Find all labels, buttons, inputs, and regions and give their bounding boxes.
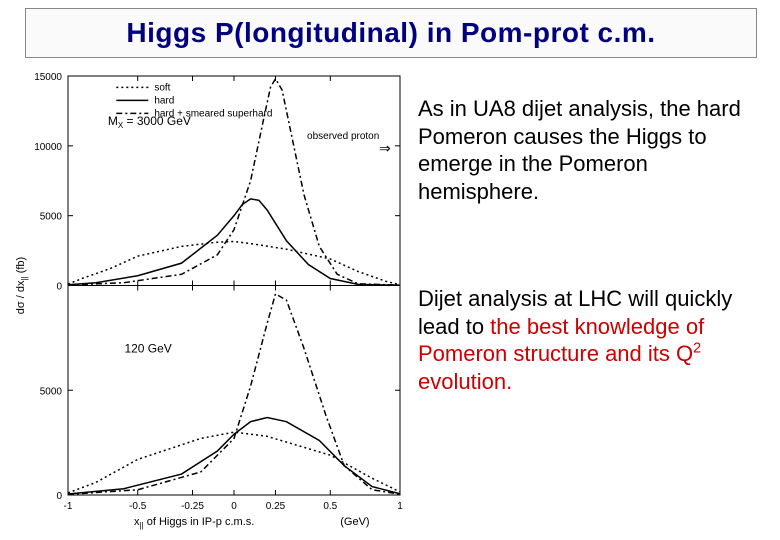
svg-text:-0.5: -0.5 bbox=[129, 501, 147, 512]
svg-text:soft: soft bbox=[154, 82, 170, 93]
svg-text:0: 0 bbox=[231, 501, 237, 512]
svg-text:hard: hard bbox=[154, 95, 174, 106]
page-title: Higgs P(longitudinal) in Pom-prot c.m. bbox=[126, 17, 655, 49]
svg-text:0.25: 0.25 bbox=[266, 501, 286, 512]
paragraph-2: Dijet analysis at LHC will quickly lead … bbox=[418, 285, 770, 395]
svg-text:-0.25: -0.25 bbox=[181, 501, 204, 512]
svg-text:120 GeV: 120 GeV bbox=[124, 342, 171, 356]
svg-text:10000: 10000 bbox=[34, 142, 62, 153]
svg-text:1: 1 bbox=[397, 501, 403, 512]
higgs-chart: 050001000015000MX = 3000 GeV-1-0.5-0.250… bbox=[10, 68, 410, 533]
paragraph-1: As in UA8 dijet analysis, the hard Pomer… bbox=[418, 95, 770, 205]
svg-text:x|| of Higgs in IP-p c.m.s.: x|| of Higgs in IP-p c.m.s. bbox=[134, 516, 254, 530]
svg-text:⇒: ⇒ bbox=[379, 140, 391, 156]
svg-text:5000: 5000 bbox=[40, 386, 63, 397]
svg-text:5000: 5000 bbox=[40, 212, 63, 223]
svg-text:0: 0 bbox=[56, 282, 62, 293]
svg-text:hard + smeared superhard: hard + smeared superhard bbox=[154, 108, 272, 119]
svg-text:dσ / dx|| (fb): dσ / dx|| (fb) bbox=[15, 257, 29, 314]
title-box: Higgs P(longitudinal) in Pom-prot c.m. bbox=[25, 8, 757, 58]
svg-text:-1: -1 bbox=[64, 501, 73, 512]
svg-text:15000: 15000 bbox=[34, 72, 62, 83]
svg-text:(GeV): (GeV) bbox=[340, 516, 369, 528]
svg-text:0.5: 0.5 bbox=[323, 501, 337, 512]
svg-text:observed proton: observed proton bbox=[307, 131, 379, 142]
svg-text:0: 0 bbox=[56, 491, 62, 502]
